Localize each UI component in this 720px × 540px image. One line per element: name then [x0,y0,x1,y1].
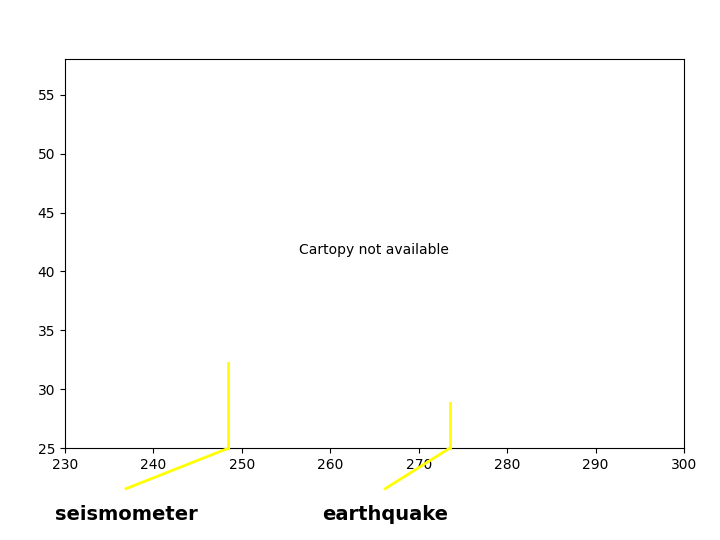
Text: Cartopy not available: Cartopy not available [300,243,449,257]
Text: seismometer: seismometer [55,505,197,524]
Text: earthquake: earthquake [323,505,448,524]
